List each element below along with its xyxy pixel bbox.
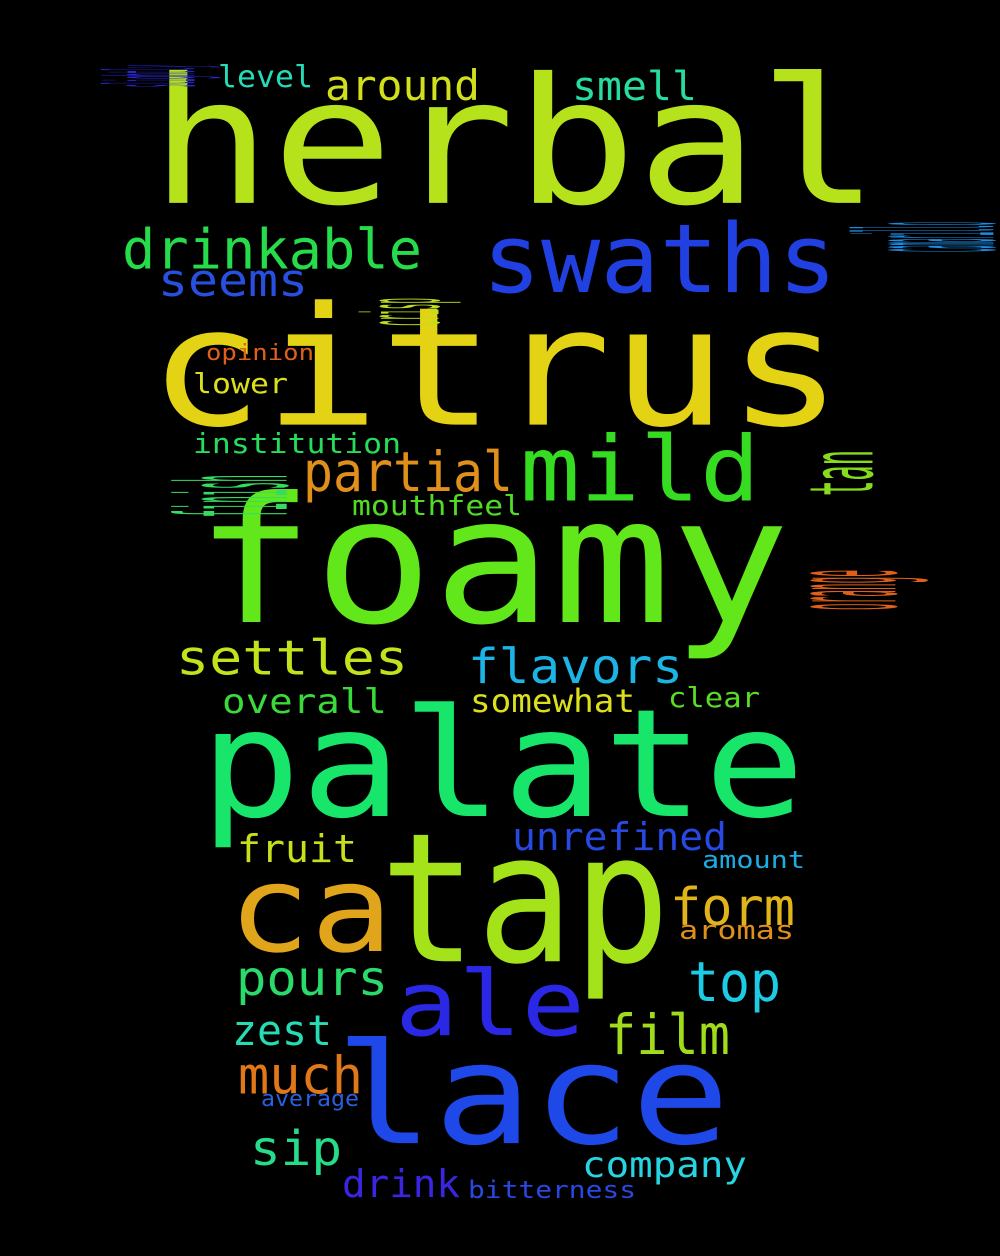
word-crisp: crisp bbox=[340, 298, 465, 326]
word-tan: tan bbox=[790, 450, 894, 496]
word-seems: seems bbox=[158, 254, 308, 307]
word-drinkable: drinkable bbox=[122, 217, 422, 282]
word-flavors: flavors bbox=[468, 639, 683, 695]
word-slightly: slightly bbox=[88, 65, 228, 87]
word-level: level bbox=[218, 60, 313, 95]
word-aromas: aromas bbox=[679, 916, 794, 946]
word-company: company bbox=[582, 1145, 747, 1186]
word-ale: ale bbox=[395, 952, 585, 1057]
word-much: much bbox=[238, 1045, 363, 1107]
word-camarillo: camarillo bbox=[824, 222, 1000, 252]
word-average: average bbox=[261, 1087, 359, 1112]
word-finish: finish bbox=[145, 475, 323, 517]
word-citrus: citrus bbox=[148, 271, 843, 464]
word-opinion: opinion bbox=[206, 341, 314, 366]
word-overall: overall bbox=[222, 682, 387, 722]
word-orange: orange bbox=[758, 570, 934, 610]
word-swaths: swaths bbox=[482, 203, 837, 315]
word-foamy: foamy bbox=[195, 460, 790, 664]
word-lace: lace bbox=[335, 1012, 730, 1177]
word-mouthfeel: mouthfeel bbox=[352, 489, 522, 522]
word-smell: smell bbox=[572, 64, 697, 110]
word-palate: palate bbox=[200, 678, 805, 852]
word-top: top bbox=[688, 950, 781, 1015]
word-drink: drink bbox=[342, 1162, 460, 1206]
word-film: film bbox=[605, 1003, 730, 1068]
word-lower: lower bbox=[193, 367, 288, 400]
word-institution: institution bbox=[193, 427, 401, 460]
word-form: form bbox=[670, 878, 795, 938]
word-unrefined: unrefined bbox=[512, 815, 727, 859]
word-amount: amount bbox=[702, 846, 805, 874]
word-ca: ca bbox=[228, 840, 393, 980]
word-around: around bbox=[325, 61, 480, 110]
word-tap: tap bbox=[380, 795, 670, 1005]
word-clear: clear bbox=[668, 681, 760, 714]
word-bitterness: bitterness bbox=[468, 1176, 636, 1204]
word-pours: pours bbox=[236, 951, 388, 1007]
word-herbal: herbal bbox=[150, 40, 880, 245]
word-somewhat: somewhat bbox=[470, 682, 635, 720]
word-fruit: fruit bbox=[237, 827, 357, 871]
word-sip: sip bbox=[250, 1121, 342, 1177]
word-settles: settles bbox=[176, 631, 408, 687]
word-zest: zest bbox=[232, 1006, 332, 1055]
word-partial: partial bbox=[303, 440, 513, 504]
word-mild: mild bbox=[520, 416, 760, 523]
